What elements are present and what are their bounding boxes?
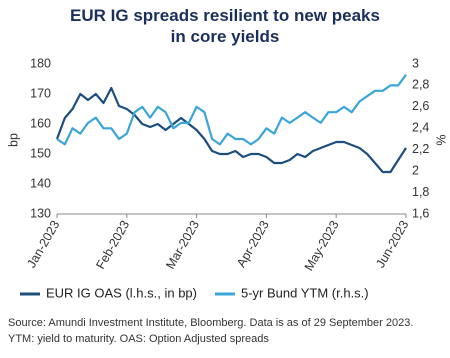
y2-tick-label: 2,6 — [412, 99, 429, 113]
data-line — [55, 86, 407, 174]
data-line — [56, 74, 407, 146]
x-tick-label: Jan-2023 — [24, 218, 62, 270]
y-axis-label: bp — [6, 133, 20, 147]
y2-axis-label: % — [434, 134, 448, 145]
chart-title: EUR IG spreads resilient to new peaks — [70, 6, 380, 25]
chart-title: in core yields — [171, 27, 280, 46]
source-note: YTM: yield to maturity. OAS: Option Adju… — [8, 333, 269, 345]
x-tick-label: May-2023 — [302, 218, 342, 273]
y-tick-label: 170 — [30, 86, 51, 100]
y2-tick-label: 2,2 — [412, 142, 429, 156]
y2-tick-label: 2,4 — [412, 121, 429, 135]
y2-tick-label: 1,6 — [412, 206, 429, 220]
source-note: Source: Amundi Investment Institute, Blo… — [8, 317, 413, 329]
y-tick-label: 160 — [30, 116, 51, 130]
legend-label: EUR IG OAS (l.h.s., in bp) — [46, 285, 197, 300]
y2-tick-label: 2,8 — [412, 78, 429, 92]
y-tick-label: 140 — [30, 176, 51, 190]
y2-tick-label: 1,8 — [412, 185, 429, 199]
y-tick-label: 130 — [30, 206, 51, 220]
y-tick-label: 180 — [30, 56, 51, 70]
x-tick-label: Apr-2023 — [234, 218, 272, 270]
y2-tick-label: 2 — [412, 163, 419, 177]
legend-label: 5-yr Bund YTM (r.h.s.) — [241, 285, 369, 300]
y-tick-label: 150 — [30, 146, 51, 160]
x-tick-label: Mar-2023 — [163, 218, 202, 271]
x-tick-label: Feb-2023 — [93, 218, 132, 271]
x-tick-label: Jun-2023 — [373, 218, 411, 270]
y2-tick-label: 3 — [412, 56, 419, 70]
